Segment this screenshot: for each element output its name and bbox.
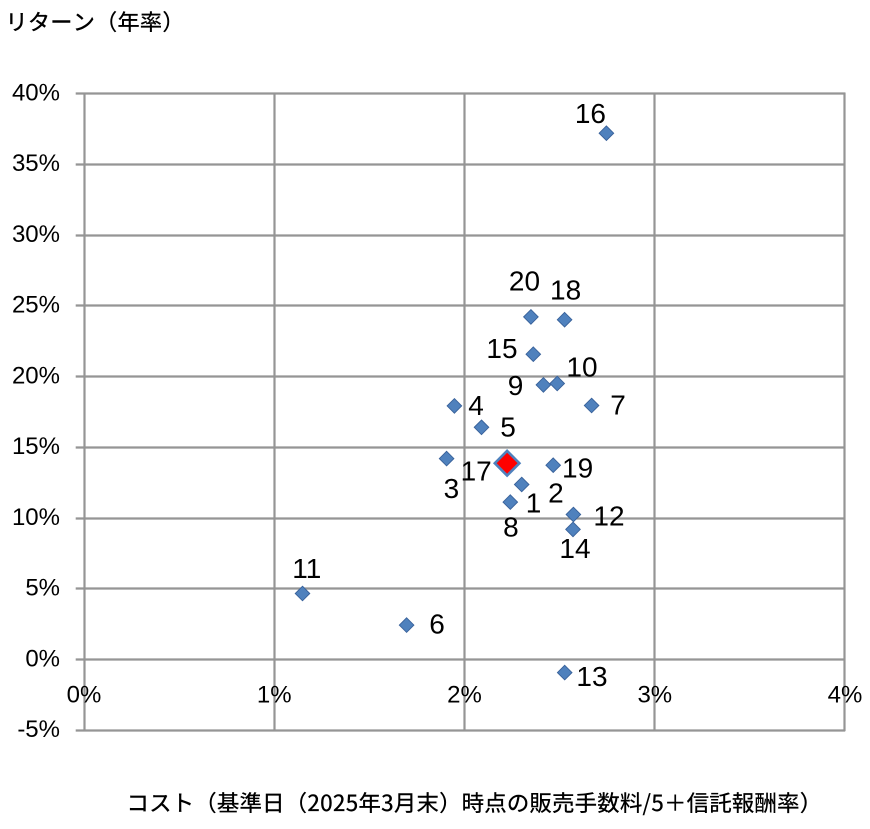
svg-text:4%: 4% xyxy=(828,681,863,708)
svg-text:0%: 0% xyxy=(67,681,102,708)
svg-text:16: 16 xyxy=(575,98,606,129)
svg-text:40%: 40% xyxy=(12,79,60,106)
svg-text:3%: 3% xyxy=(637,681,672,708)
svg-text:35%: 35% xyxy=(12,150,60,177)
svg-text:30%: 30% xyxy=(12,221,60,248)
svg-text:3: 3 xyxy=(444,473,460,504)
svg-text:-5%: -5% xyxy=(17,716,60,743)
svg-text:15: 15 xyxy=(486,333,517,364)
svg-text:20%: 20% xyxy=(12,362,60,389)
svg-text:19: 19 xyxy=(562,453,593,484)
svg-text:9: 9 xyxy=(508,370,524,401)
svg-text:5: 5 xyxy=(500,412,516,443)
svg-text:10: 10 xyxy=(566,352,597,383)
svg-text:1%: 1% xyxy=(257,681,292,708)
svg-text:2%: 2% xyxy=(447,681,482,708)
svg-text:18: 18 xyxy=(550,275,581,306)
svg-text:12: 12 xyxy=(593,501,624,532)
svg-text:14: 14 xyxy=(559,533,590,564)
svg-text:15%: 15% xyxy=(12,433,60,460)
svg-text:2: 2 xyxy=(548,477,564,508)
svg-text:5%: 5% xyxy=(25,575,60,602)
svg-text:4: 4 xyxy=(468,390,484,421)
svg-text:11: 11 xyxy=(292,553,321,584)
svg-text:0%: 0% xyxy=(25,645,60,672)
svg-text:25%: 25% xyxy=(12,292,60,319)
svg-text:7: 7 xyxy=(610,389,626,420)
svg-text:10%: 10% xyxy=(12,504,60,531)
svg-text:1: 1 xyxy=(526,488,542,519)
svg-text:17: 17 xyxy=(461,456,492,487)
svg-text:20: 20 xyxy=(509,266,540,297)
svg-text:8: 8 xyxy=(503,512,519,543)
svg-text:6: 6 xyxy=(429,609,445,640)
svg-text:13: 13 xyxy=(576,661,607,692)
